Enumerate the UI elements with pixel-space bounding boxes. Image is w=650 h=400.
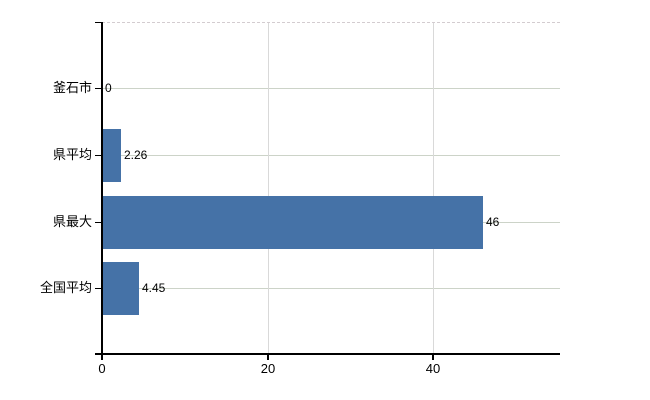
x-axis-tick [101,355,103,360]
y-axis-tick [95,155,102,156]
y-axis-tick [95,222,102,223]
x-axis-line [95,353,560,355]
y-axis-tick [95,288,102,289]
value-label: 0 [105,81,112,95]
x-tick-label: 40 [425,361,441,376]
y-axis-tick [95,88,102,89]
bar [102,262,139,315]
category-label: 釜石市 [52,80,92,95]
x-axis-tick [432,355,434,360]
gridline-top-dashed [102,22,560,23]
y-axis-line [101,22,103,353]
gridline-vertical [268,22,269,353]
value-label: 4.45 [142,281,166,295]
value-label: 46 [486,215,500,229]
gridline-vertical [433,22,434,353]
gridline-horizontal [102,155,560,156]
x-tick-label: 20 [260,361,276,376]
y-axis-tick [95,22,102,23]
gridline-horizontal [102,88,560,89]
category-label: 全国平均 [39,280,92,295]
bar [102,129,121,182]
x-tick-label: 0 [98,361,106,376]
value-label: 2.26 [124,148,148,162]
x-axis-tick [267,355,269,360]
bar [102,196,483,249]
gridline-horizontal [102,288,560,289]
category-label: 県最大 [52,214,92,229]
category-label: 県平均 [52,147,92,162]
